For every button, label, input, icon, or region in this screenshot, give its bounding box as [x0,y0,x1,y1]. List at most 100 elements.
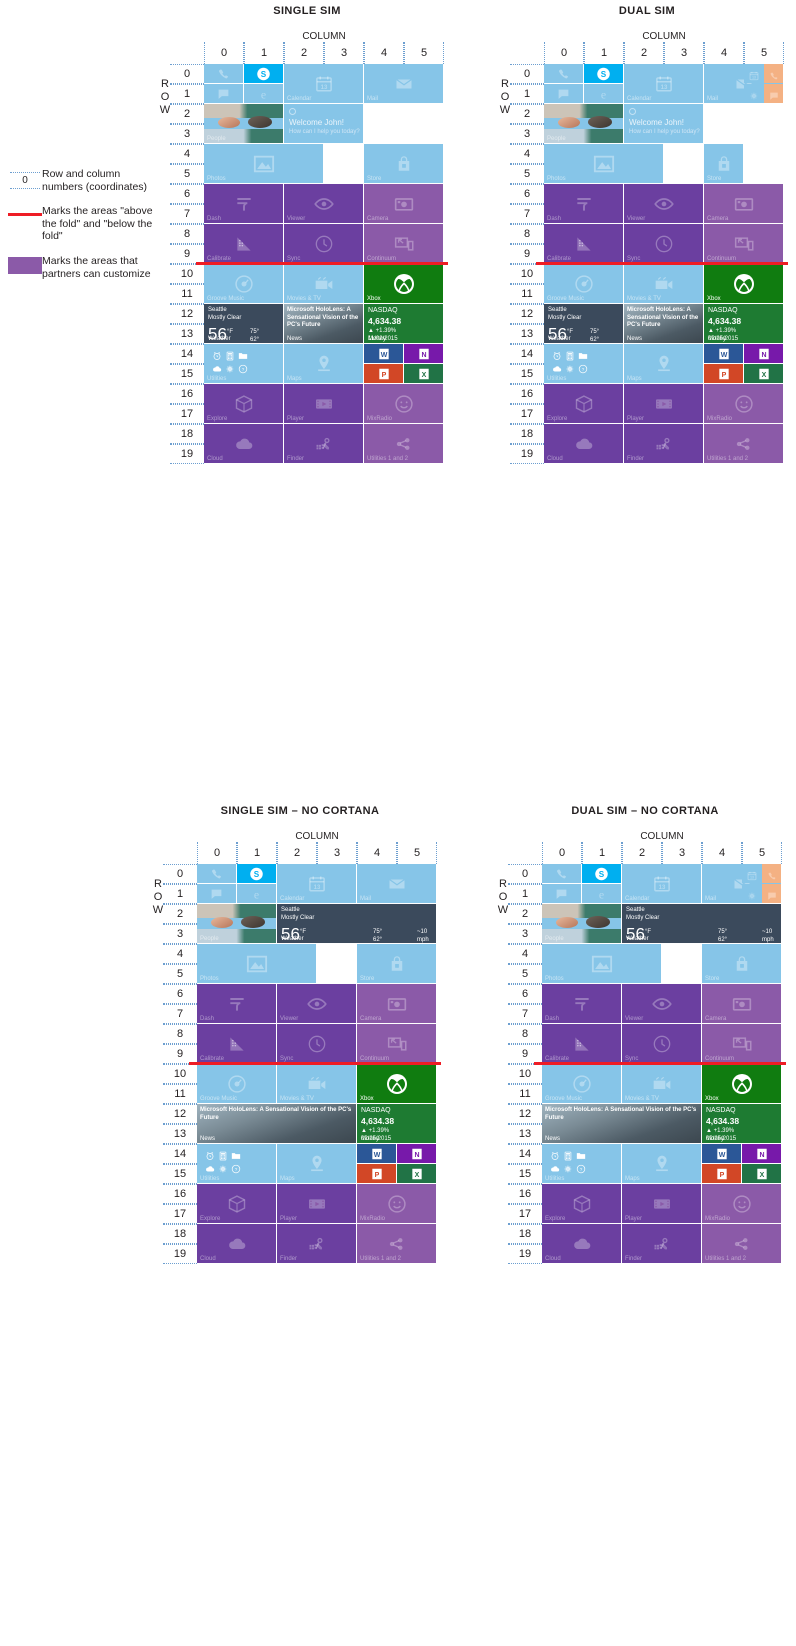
tile-word[interactable]: W [704,344,743,363]
tile-money[interactable]: NASDAQ 4,634.38 ▲ +1.39% 02/25/2015 Mone… [357,1104,436,1143]
tile-excel[interactable]: X [744,364,783,383]
tile-powerpoint[interactable]: P [364,364,403,383]
tile-calendar[interactable]: 13 Calendar [622,864,701,903]
tile-word[interactable]: W [702,1144,741,1163]
tile-cloud[interactable]: Cloud [542,1224,621,1263]
tile-dash[interactable]: Dash [197,984,276,1023]
tile-utilities[interactable]: ? Utilities [542,1144,621,1183]
tile-people[interactable]: People [544,104,623,143]
tile-calendar-small[interactable]: 13 [742,864,761,883]
tile-settings[interactable] [742,884,761,903]
tile-explore[interactable]: Explore [542,1184,621,1223]
tile-camera[interactable]: Camera [364,184,443,223]
tile-store[interactable]: Store [364,144,443,183]
tile-phone[interactable] [542,864,581,883]
tile-photos[interactable]: Photos [542,944,661,983]
tile-player[interactable]: Player [284,384,363,423]
tile-excel[interactable]: X [404,364,443,383]
tile-player[interactable]: Player [622,1184,701,1223]
tile-skype[interactable]: S [244,64,283,83]
tile-settings[interactable] [744,84,763,103]
tile-sim2-messaging[interactable] [764,84,783,103]
tile-sim2-phone[interactable] [764,64,783,83]
tile-utilities-1-and-2[interactable]: Utilities 1 and 2 [357,1224,436,1263]
tile-finder[interactable]: Finder [277,1224,356,1263]
tile-groove-music[interactable]: Groove Music [542,1064,621,1103]
tile-finder[interactable]: Finder [622,1224,701,1263]
tile-utilities[interactable]: ? Utilities [544,344,623,383]
tile-continuum[interactable]: Continuum [702,1024,781,1063]
tile-messaging[interactable] [204,84,243,103]
tile-camera[interactable]: Camera [702,984,781,1023]
tile-dash[interactable]: Dash [542,984,621,1023]
tile-powerpoint[interactable]: P [704,364,743,383]
tile-maps[interactable]: Maps [284,344,363,383]
tile-onenote[interactable]: N [404,344,443,363]
tile-explore[interactable]: Explore [544,384,623,423]
tile-money[interactable]: NASDAQ 4,634.38 ▲ +1.39% 02/25/2015 Mone… [702,1104,781,1143]
tile-groove-music[interactable]: Groove Music [197,1064,276,1103]
tile-groove-music[interactable]: Groove Music [544,264,623,303]
tile-camera[interactable]: Camera [357,984,436,1023]
tile-maps[interactable]: Maps [622,1144,701,1183]
tile-edge[interactable]: e [244,84,283,103]
tile-news-wide[interactable]: Microsoft HoloLens: A Sensational Vision… [197,1104,356,1143]
tile-excel[interactable]: X [397,1164,436,1183]
tile-xbox[interactable]: Xbox [364,264,443,303]
tile-money[interactable]: NASDAQ 4,634.38 ▲ +1.39% 02/25/2015 Mone… [704,304,783,343]
tile-finder[interactable]: Finder [624,424,703,463]
tile-calendar[interactable]: 13 Calendar [624,64,703,103]
tile-skype[interactable]: S [237,864,276,883]
tile-dash[interactable]: Dash [544,184,623,223]
tile-calendar[interactable]: 13 Calendar [277,864,356,903]
tile-people[interactable]: People [197,904,276,943]
tile-utilities-1-and-2[interactable]: Utilities 1 and 2 [704,424,783,463]
tile-movies-tv[interactable]: Movies & TV [277,1064,356,1103]
tile-viewer[interactable]: Viewer [284,184,363,223]
tile-phone[interactable] [197,864,236,883]
tile-people[interactable]: People [204,104,283,143]
tile-maps[interactable]: Maps [624,344,703,383]
tile-movies-tv[interactable]: Movies & TV [622,1064,701,1103]
tile-xbox[interactable]: Xbox [357,1064,436,1103]
tile-mail[interactable]: Mail [364,64,443,103]
tile-dash[interactable]: Dash [204,184,283,223]
tile-skype[interactable]: S [582,864,621,883]
tile-people[interactable]: People [542,904,621,943]
tile-utilities-1-and-2[interactable]: Utilities 1 and 2 [364,424,443,463]
tile-powerpoint[interactable]: P [702,1164,741,1183]
tile-sync[interactable]: Sync [277,1024,356,1063]
tile-camera[interactable]: Camera [704,184,783,223]
tile-calibrate[interactable]: Calibrate [542,1024,621,1063]
tile-news-wide[interactable]: Microsoft HoloLens: A Sensational Vision… [542,1104,701,1143]
tile-cloud[interactable]: Cloud [204,424,283,463]
tile-sync[interactable]: Sync [624,224,703,263]
tile-utilities[interactable]: ? Utilities [197,1144,276,1183]
tile-store[interactable]: Store [704,144,743,183]
tile-continuum[interactable]: Continuum [357,1024,436,1063]
tile-onenote[interactable]: N [744,344,783,363]
tile-onenote[interactable]: N [397,1144,436,1163]
tile-skype[interactable]: S [584,64,623,83]
tile-phone[interactable] [204,64,243,83]
tile-continuum[interactable]: Continuum [704,224,783,263]
tile-explore[interactable]: Explore [204,384,283,423]
tile-mixradio[interactable]: MixRadio [364,384,443,423]
tile-finder[interactable]: Finder [284,424,363,463]
tile-news[interactable]: Microsoft HoloLens: A Sensational Vision… [284,304,363,343]
tile-player[interactable]: Player [624,384,703,423]
tile-photos[interactable]: Photos [544,144,663,183]
tile-utilities-1-and-2[interactable]: Utilities 1 and 2 [702,1224,781,1263]
tile-sync[interactable]: Sync [284,224,363,263]
tile-sim2-phone[interactable] [762,864,781,883]
tile-cloud[interactable]: Cloud [197,1224,276,1263]
tile-weather[interactable]: Seattle Mostly Clear 56°F 75° 62° Weather [544,304,623,343]
tile-weather[interactable]: Seattle Mostly Clear 56°F 75° 62° Weather [204,304,283,343]
tile-cloud[interactable]: Cloud [544,424,623,463]
tile-explore[interactable]: Explore [197,1184,276,1223]
tile-store[interactable]: Store [357,944,436,983]
tile-cortana[interactable]: Welcome John! How can I help you today? [624,104,703,143]
tile-edge[interactable]: e [584,84,623,103]
